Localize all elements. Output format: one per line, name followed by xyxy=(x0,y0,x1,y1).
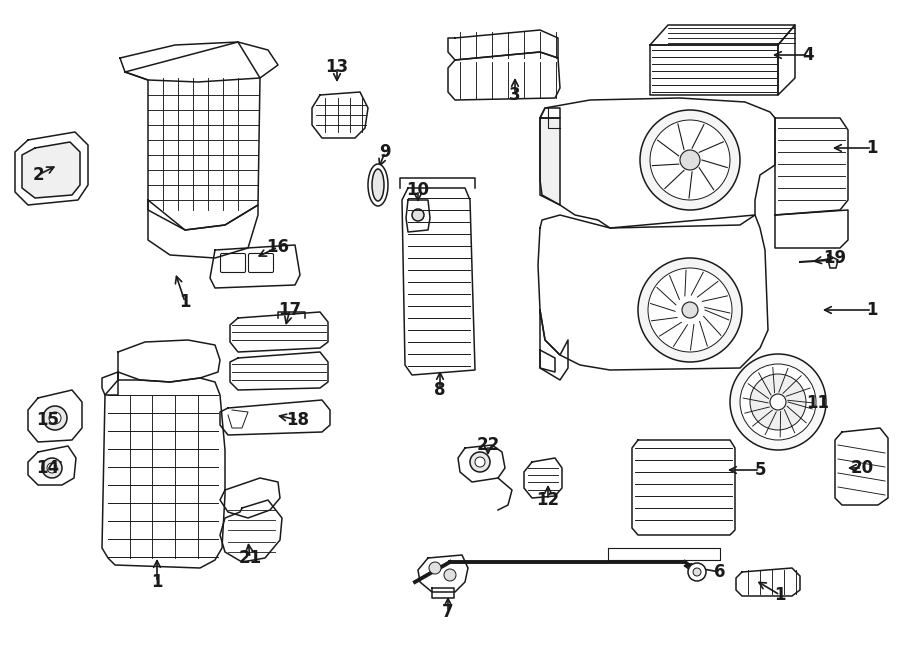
Polygon shape xyxy=(120,42,278,82)
Circle shape xyxy=(730,354,826,450)
Text: 20: 20 xyxy=(850,459,874,477)
Polygon shape xyxy=(540,310,568,380)
Text: 13: 13 xyxy=(326,58,348,76)
Text: 22: 22 xyxy=(476,436,500,454)
Text: 1: 1 xyxy=(866,301,878,319)
Circle shape xyxy=(682,302,698,318)
Circle shape xyxy=(770,394,786,410)
Polygon shape xyxy=(538,215,768,370)
Polygon shape xyxy=(312,92,368,138)
Circle shape xyxy=(740,364,816,440)
Polygon shape xyxy=(778,25,795,95)
Circle shape xyxy=(648,268,732,352)
Circle shape xyxy=(638,258,742,362)
Text: 1: 1 xyxy=(179,293,191,311)
Ellipse shape xyxy=(368,164,388,206)
Polygon shape xyxy=(102,372,225,568)
Ellipse shape xyxy=(372,169,384,201)
Text: 17: 17 xyxy=(278,301,302,319)
Polygon shape xyxy=(230,312,328,352)
Polygon shape xyxy=(148,200,258,258)
Text: 18: 18 xyxy=(286,411,310,429)
Polygon shape xyxy=(22,142,80,198)
Circle shape xyxy=(680,150,700,170)
Text: 21: 21 xyxy=(238,549,262,567)
Circle shape xyxy=(429,562,441,574)
Text: 2: 2 xyxy=(32,166,44,184)
Text: 12: 12 xyxy=(536,491,560,509)
Polygon shape xyxy=(775,118,848,215)
Polygon shape xyxy=(220,400,330,435)
Polygon shape xyxy=(28,446,76,485)
Text: 9: 9 xyxy=(379,143,391,161)
Polygon shape xyxy=(608,548,720,560)
Circle shape xyxy=(42,458,62,478)
Polygon shape xyxy=(524,458,562,498)
Text: 19: 19 xyxy=(824,249,847,267)
Polygon shape xyxy=(220,500,282,562)
Polygon shape xyxy=(448,30,558,60)
Polygon shape xyxy=(125,42,260,230)
Polygon shape xyxy=(650,25,795,45)
Text: 1: 1 xyxy=(866,139,878,157)
Polygon shape xyxy=(118,340,220,382)
Polygon shape xyxy=(448,52,560,100)
Text: 16: 16 xyxy=(266,238,290,256)
Polygon shape xyxy=(432,588,454,598)
Text: 1: 1 xyxy=(151,573,163,591)
Polygon shape xyxy=(828,255,838,268)
Polygon shape xyxy=(540,98,775,228)
Text: 15: 15 xyxy=(37,411,59,429)
Polygon shape xyxy=(650,45,778,95)
Polygon shape xyxy=(540,108,560,118)
Text: 6: 6 xyxy=(715,563,725,581)
Polygon shape xyxy=(28,390,82,442)
Circle shape xyxy=(475,457,485,467)
Polygon shape xyxy=(210,245,300,288)
Circle shape xyxy=(688,563,706,581)
Circle shape xyxy=(470,452,490,472)
Text: 10: 10 xyxy=(407,181,429,199)
Polygon shape xyxy=(230,352,328,390)
Polygon shape xyxy=(540,118,560,205)
Circle shape xyxy=(750,374,806,430)
Polygon shape xyxy=(632,440,735,535)
Text: 3: 3 xyxy=(509,86,521,104)
Text: 7: 7 xyxy=(442,603,454,621)
Text: 1: 1 xyxy=(774,586,786,604)
Text: 11: 11 xyxy=(806,394,830,412)
Polygon shape xyxy=(15,132,88,205)
Text: 4: 4 xyxy=(802,46,814,64)
Circle shape xyxy=(444,569,456,581)
Circle shape xyxy=(640,110,740,210)
Circle shape xyxy=(650,120,730,200)
Circle shape xyxy=(412,209,424,221)
Polygon shape xyxy=(835,428,888,505)
Circle shape xyxy=(47,463,57,473)
Circle shape xyxy=(49,412,61,424)
Text: 14: 14 xyxy=(36,459,59,477)
Text: 8: 8 xyxy=(434,381,446,399)
Polygon shape xyxy=(402,188,475,375)
Polygon shape xyxy=(102,372,118,395)
Polygon shape xyxy=(736,568,800,596)
Polygon shape xyxy=(406,200,430,232)
Text: 5: 5 xyxy=(754,461,766,479)
Polygon shape xyxy=(540,350,555,372)
Circle shape xyxy=(693,568,701,576)
Polygon shape xyxy=(220,478,280,518)
Circle shape xyxy=(43,406,67,430)
Polygon shape xyxy=(775,210,848,248)
Polygon shape xyxy=(458,445,505,482)
Polygon shape xyxy=(418,555,468,592)
